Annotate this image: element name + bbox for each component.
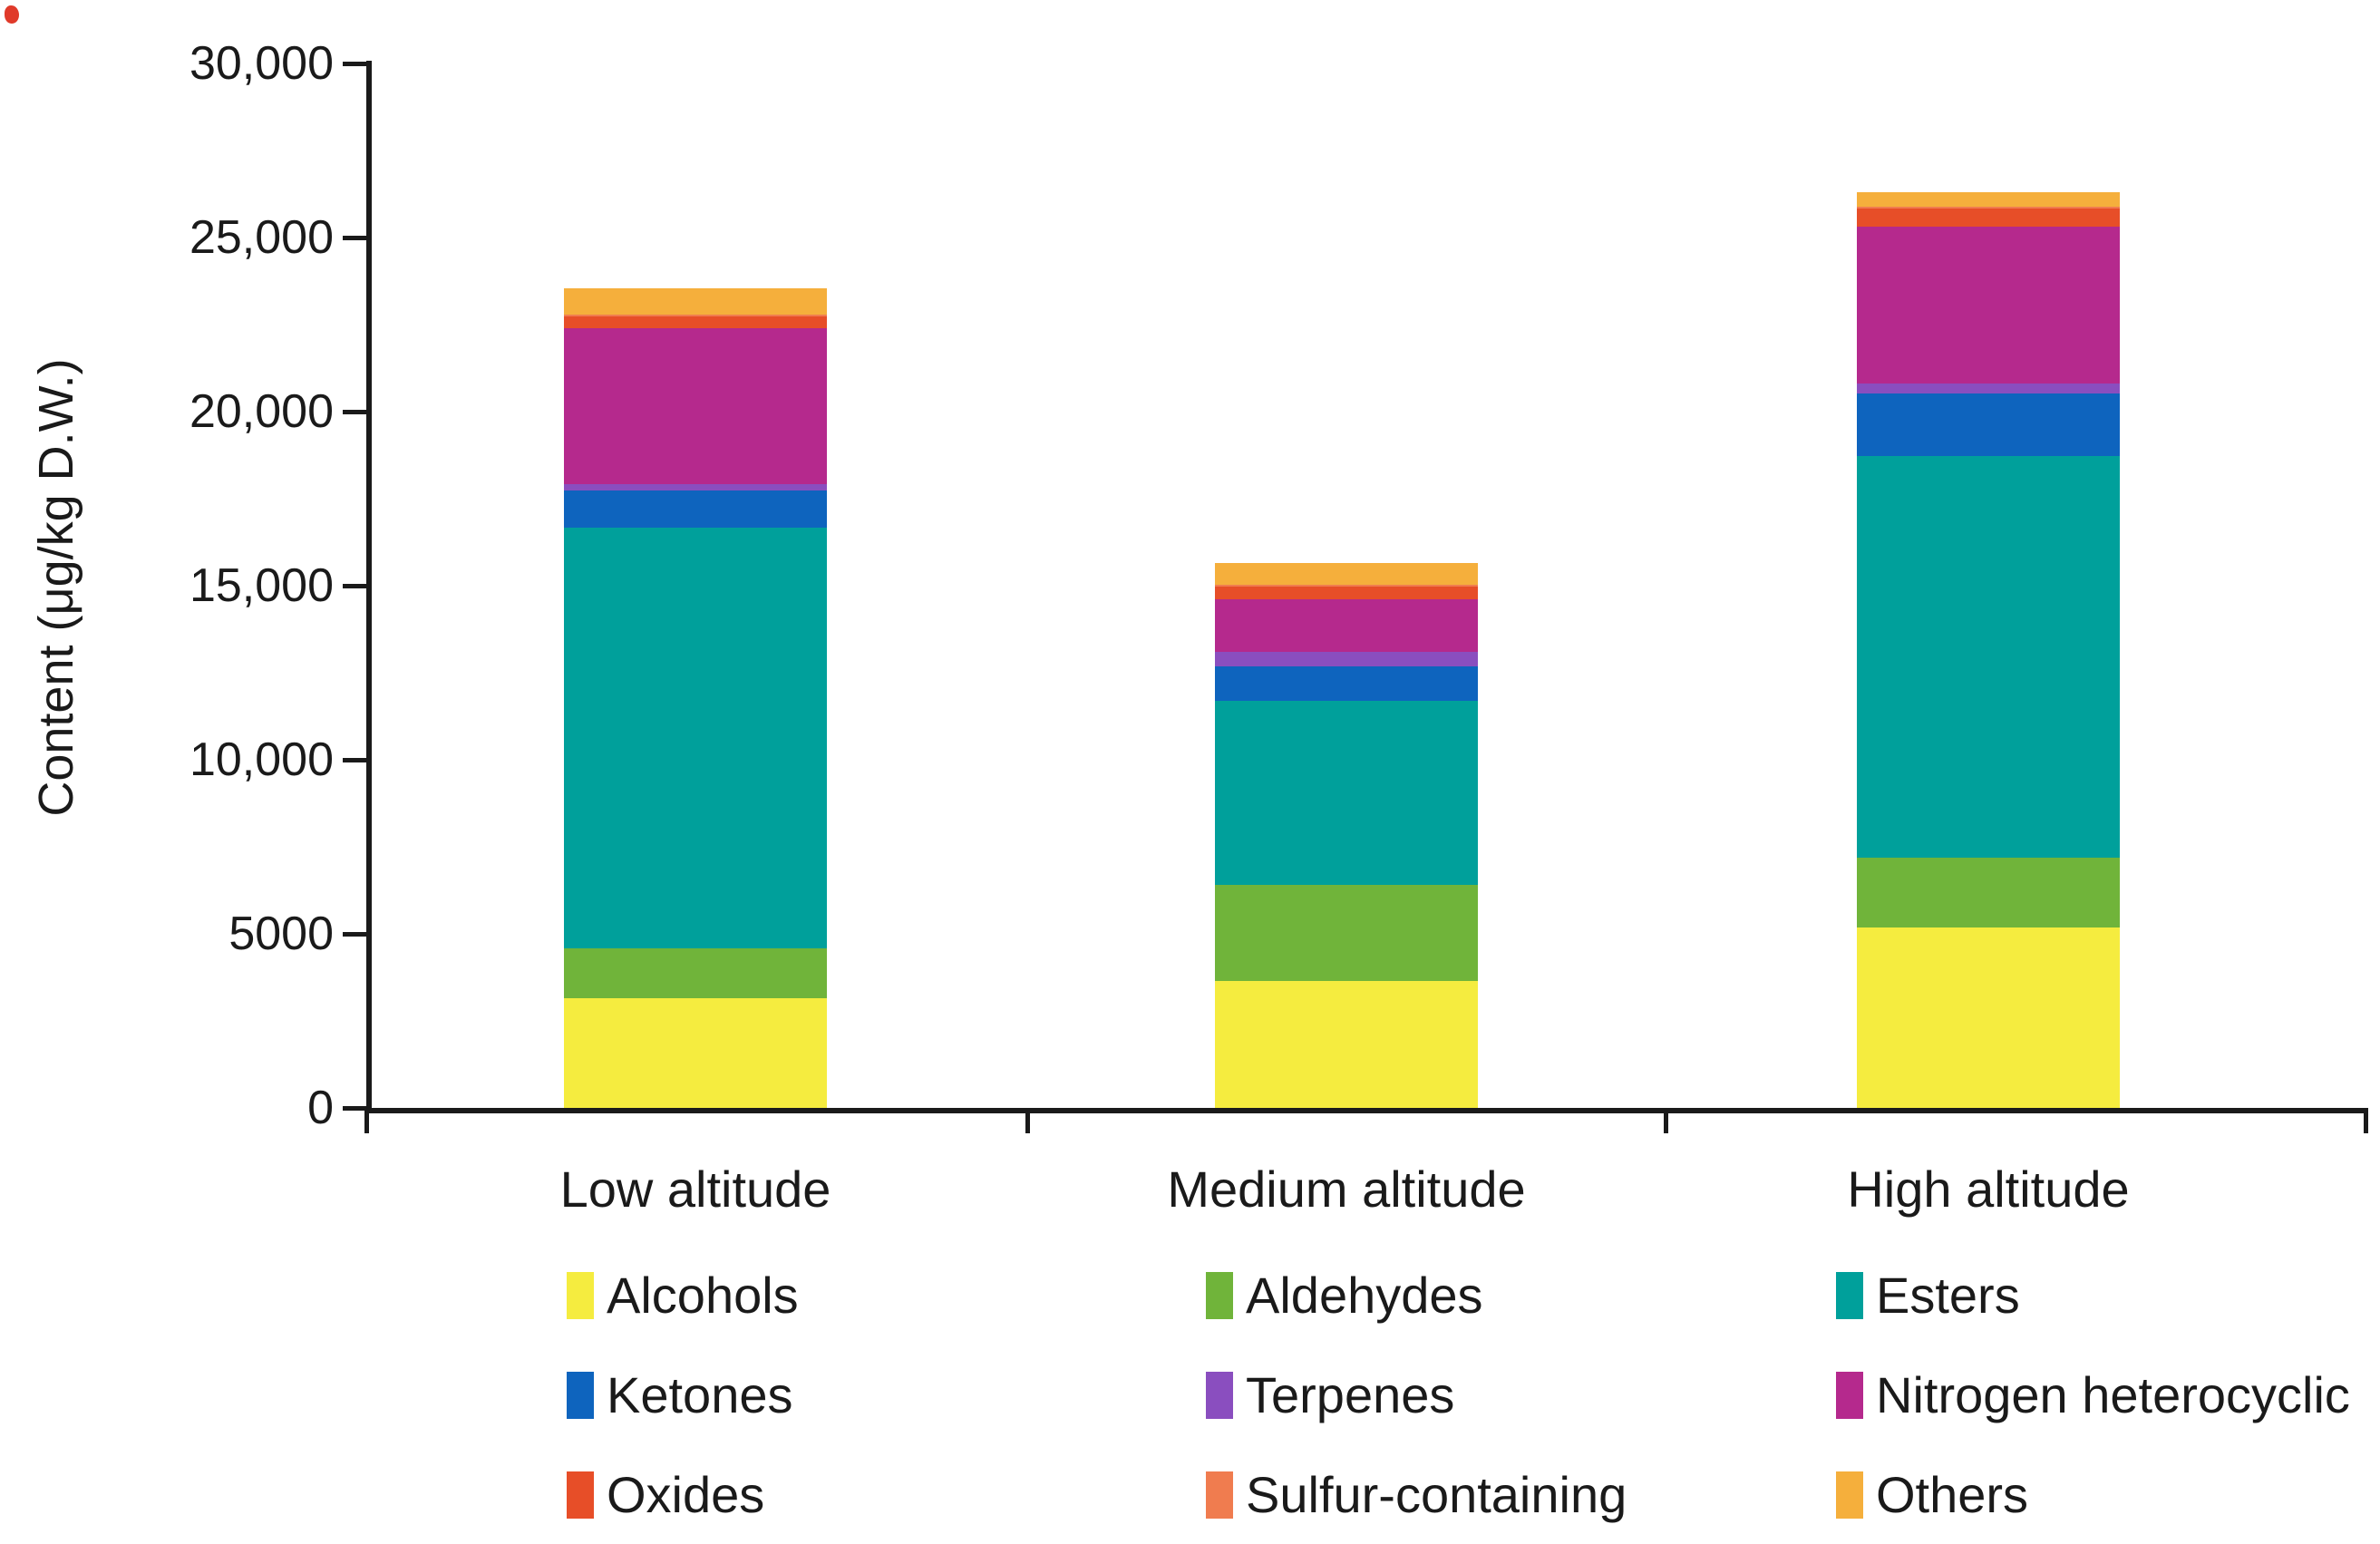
- legend-item-terpenes: Terpenes: [1206, 1368, 1454, 1423]
- legend-swatch-icon: [567, 1471, 594, 1519]
- legend-item-others: Others: [1836, 1468, 2028, 1522]
- x-axis-tick: [2364, 1108, 2368, 1133]
- y-axis-tick-label: 25,000: [189, 211, 334, 264]
- stray-red-mark: [5, 5, 19, 24]
- y-axis-tick: [343, 410, 366, 414]
- bar-segment-alcohols: [1857, 927, 2120, 1108]
- bar-segment-sulfur-containing: [564, 314, 827, 316]
- stacked-bar-low-altitude: [564, 288, 827, 1108]
- legend-label: Alcohols: [607, 1267, 799, 1324]
- y-axis-tick: [343, 236, 366, 240]
- legend-item-aldehydes: Aldehydes: [1206, 1268, 1483, 1323]
- legend-item-sulfur-containing: Sulfur-containing: [1206, 1468, 1627, 1522]
- legend-item-esters: Esters: [1836, 1268, 2020, 1323]
- bar-segment-others: [1215, 563, 1478, 585]
- y-axis-tick: [343, 758, 366, 762]
- bar-segment-oxides: [564, 316, 827, 329]
- legend-swatch-icon: [1206, 1372, 1233, 1419]
- x-axis-line: [366, 1108, 2366, 1113]
- legend-label: Oxides: [607, 1466, 765, 1523]
- y-axis-tick-label: 5000: [228, 908, 334, 960]
- y-axis-tick-label: 0: [307, 1082, 334, 1134]
- y-axis-tick: [343, 932, 366, 937]
- legend-label: Terpenes: [1246, 1366, 1455, 1423]
- x-axis-tick: [364, 1108, 369, 1133]
- bar-segment-ketones: [1857, 393, 2120, 457]
- bar-segment-oxides: [1215, 586, 1478, 599]
- bar-segment-aldehydes: [1857, 857, 2120, 928]
- legend-label: Others: [1876, 1466, 2029, 1523]
- bar-segment-nitrogen-heterocyclic: [564, 328, 827, 484]
- legend-label: Aldehydes: [1246, 1267, 1483, 1324]
- legend-item-nitrogen-heterocyclic: Nitrogen heterocyclic: [1836, 1368, 2350, 1423]
- bar-segment-oxides: [1857, 208, 2120, 227]
- legend-swatch-icon: [567, 1272, 594, 1319]
- legend-swatch-icon: [1206, 1471, 1233, 1519]
- x-axis-tick: [1664, 1108, 1668, 1133]
- bar-segment-esters: [1215, 701, 1478, 886]
- bar-segment-terpenes: [564, 483, 827, 490]
- bar-segment-alcohols: [564, 998, 827, 1108]
- stacked-bar-high-altitude: [1857, 191, 2120, 1108]
- legend-label: Sulfur-containing: [1246, 1466, 1627, 1523]
- bar-segment-aldehydes: [564, 948, 827, 999]
- x-category-label: Low altitude: [559, 1160, 831, 1218]
- legend-swatch-icon: [1206, 1272, 1233, 1319]
- legend-label: Ketones: [607, 1366, 793, 1423]
- y-axis-tick-label: 30,000: [189, 37, 334, 90]
- y-axis-tick-label: 20,000: [189, 385, 334, 438]
- x-axis-tick: [1025, 1108, 1030, 1133]
- legend-label: Nitrogen heterocyclic: [1876, 1366, 2350, 1423]
- legend-item-ketones: Ketones: [567, 1368, 793, 1423]
- bar-segment-terpenes: [1215, 651, 1478, 667]
- x-category-label: Medium altitude: [1167, 1160, 1526, 1218]
- bar-segment-sulfur-containing: [1857, 206, 2120, 209]
- legend-label: Esters: [1876, 1267, 2020, 1324]
- y-axis-tick: [343, 1106, 366, 1111]
- stacked-bar-medium-altitude: [1215, 563, 1478, 1108]
- legend-swatch-icon: [1836, 1272, 1863, 1319]
- bar-segment-others: [1857, 191, 2120, 207]
- bar-segment-ketones: [1215, 666, 1478, 702]
- y-axis-tick: [343, 584, 366, 588]
- bar-segment-others: [564, 288, 827, 315]
- y-axis-line: [366, 61, 372, 1111]
- legend-swatch-icon: [1836, 1471, 1863, 1519]
- y-axis-tick-label: 15,000: [189, 559, 334, 612]
- legend-swatch-icon: [1836, 1372, 1863, 1419]
- bar-segment-sulfur-containing: [1215, 584, 1478, 587]
- legend-item-alcohols: Alcohols: [567, 1268, 799, 1323]
- bar-segment-nitrogen-heterocyclic: [1857, 226, 2120, 384]
- legend-item-oxides: Oxides: [567, 1468, 764, 1522]
- bar-segment-aldehydes: [1215, 885, 1478, 981]
- x-category-label: High altitude: [1847, 1160, 2130, 1218]
- bar-segment-ketones: [564, 490, 827, 528]
- bar-segment-nitrogen-heterocyclic: [1215, 598, 1478, 652]
- bar-segment-esters: [564, 527, 827, 949]
- bar-segment-esters: [1857, 456, 2120, 858]
- y-axis-tick: [343, 62, 366, 66]
- y-axis-tick-label: 10,000: [189, 733, 334, 786]
- bar-segment-alcohols: [1215, 980, 1478, 1108]
- bar-segment-terpenes: [1857, 383, 2120, 394]
- legend-swatch-icon: [567, 1372, 594, 1419]
